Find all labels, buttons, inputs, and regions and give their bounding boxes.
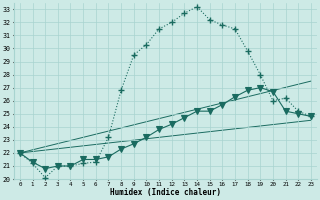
X-axis label: Humidex (Indice chaleur): Humidex (Indice chaleur)	[110, 188, 221, 197]
